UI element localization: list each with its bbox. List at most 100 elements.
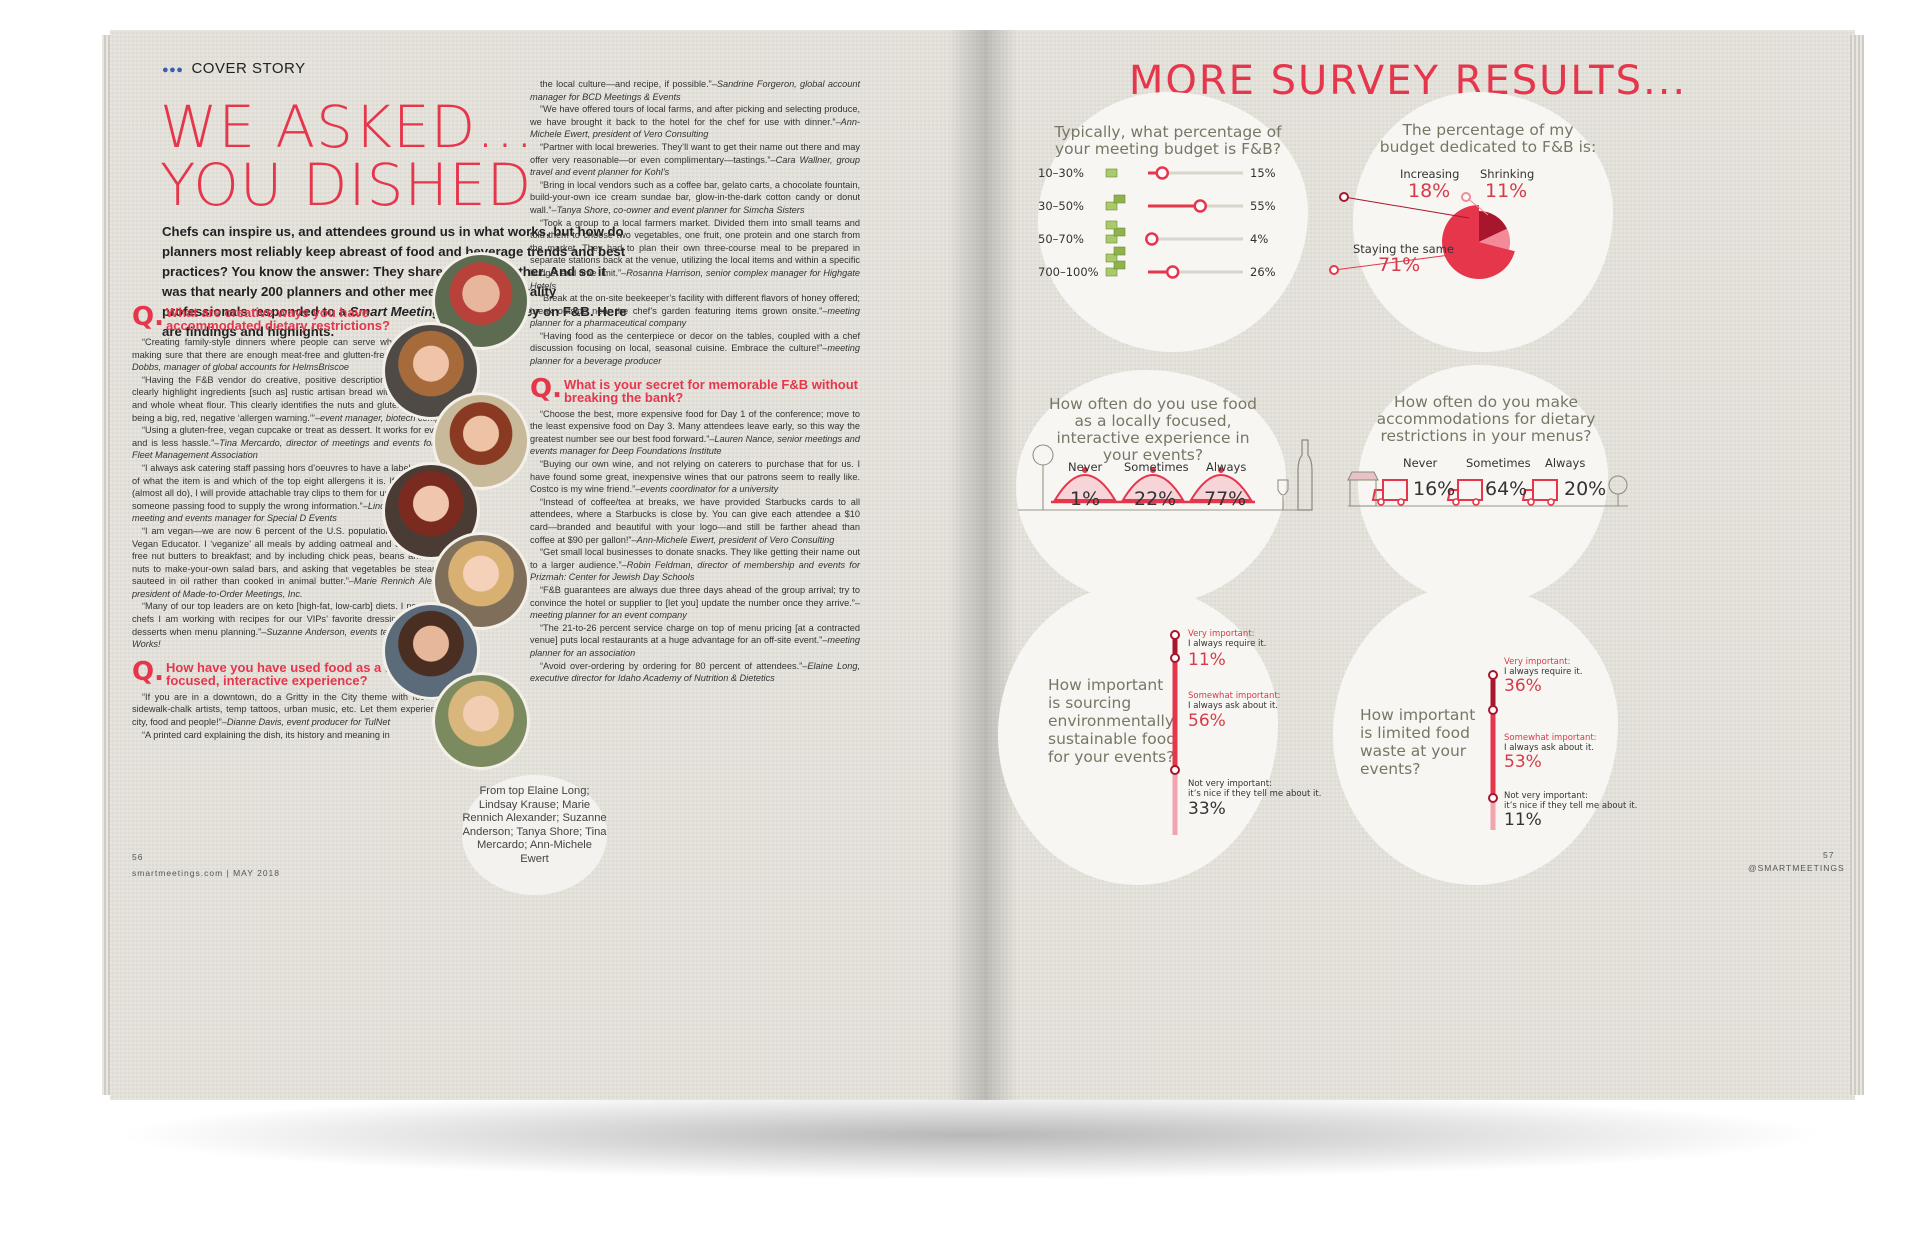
question-heading-1: Q. What are creative ways you have accomm… bbox=[132, 304, 462, 332]
sustainable-level-not: Not very important: it’s nice if they tel… bbox=[1188, 779, 1321, 799]
budget-row-value: 15% bbox=[1250, 166, 1276, 180]
dietary-value-always: 20% bbox=[1564, 478, 1607, 500]
quote-text: “Many of our top leaders are on keto [hi… bbox=[132, 601, 462, 637]
quote-paragraph: “Break at the on-site beekeeper’s facili… bbox=[530, 292, 860, 330]
question-text: How have you have used food as a locally… bbox=[165, 659, 426, 688]
quote-attribution: –Suzanne Anderson, events team manager f… bbox=[132, 626, 462, 650]
quote-attribution: –Lauren Nance, senior meetings and event… bbox=[530, 433, 860, 457]
local-food-question: How often do you use food as a locally f… bbox=[1048, 395, 1258, 464]
q-mark-icon: Q. bbox=[132, 656, 164, 687]
quote-paragraph: “Took a group to a local farmers market.… bbox=[530, 217, 860, 293]
quote-paragraph: “F&B guarantees are always due three day… bbox=[530, 584, 860, 622]
sustainable-thermometer-marker bbox=[1170, 653, 1180, 663]
money-stack-icon bbox=[1113, 246, 1126, 256]
kicker-text: COVER STORY bbox=[191, 60, 306, 77]
truck-wheel bbox=[1527, 498, 1535, 506]
waste-thermometer-marker bbox=[1488, 670, 1498, 680]
quote-attribution: –Robin Feldman, director of membership a… bbox=[530, 559, 861, 583]
quote-attribution: –Rosanna Harrison, senior complex manage… bbox=[530, 267, 861, 291]
gutter-shadow-right bbox=[988, 30, 1018, 1100]
waste-level-not: Not very important: it’s nice if they tel… bbox=[1504, 791, 1637, 811]
quote-attribution: –meeting planner for an association bbox=[530, 635, 860, 658]
quote-text: “Took a group to a local farmers market.… bbox=[530, 217, 860, 278]
money-stack-icon bbox=[1105, 234, 1118, 244]
quote-list-3: the local culture—and recipe, if possibl… bbox=[530, 78, 860, 368]
share-pie-chart bbox=[1329, 192, 1515, 279]
pie-value-increasing: 18% bbox=[1408, 180, 1451, 202]
q-mark-icon: Q. bbox=[530, 373, 562, 404]
quote-attribution: –Tanya Shore, co-owner and event planner… bbox=[551, 204, 805, 215]
quote-paragraph: “Bring in local vendors such as a coffee… bbox=[530, 179, 860, 217]
pie-label-shrinking: Shrinking bbox=[1480, 167, 1535, 181]
quote-text: “Having the F&B vendor do creative, posi… bbox=[132, 374, 462, 423]
level-desc: I always require it. bbox=[1188, 638, 1267, 649]
waste-value-not: 11% bbox=[1504, 810, 1542, 830]
quote-text: “Get small local businesses to donate sn… bbox=[530, 547, 860, 570]
truck-wheel bbox=[1452, 498, 1460, 506]
quote-paragraph: “I am vegan—we are now 6 percent of the … bbox=[132, 525, 462, 601]
portrait-photo bbox=[432, 672, 530, 770]
budget-knob bbox=[1193, 199, 1207, 213]
quote-attribution: –meeting planner for a pharmaceutical co… bbox=[530, 305, 860, 329]
quote-paragraph: “Buying our own wine, and not relying on… bbox=[530, 458, 860, 496]
quote-attribution: –Elaine Long, executive director for Ida… bbox=[530, 660, 860, 684]
budget-slider-chart: 10–30% 15% 30–50% 55% 50–70% 4% 700–100% 26% bbox=[1038, 166, 1276, 279]
quote-text: “Bring in local vendors such as a coffee… bbox=[530, 179, 860, 215]
cloche-icon bbox=[1121, 474, 1185, 501]
waste-level-very: Very important: I always require it. bbox=[1504, 657, 1583, 677]
budget-knob bbox=[1145, 232, 1159, 246]
quote-text: “Partner with local breweries. They’ll w… bbox=[530, 141, 860, 165]
quote-text: “The 21-to-26 percent service charge on … bbox=[530, 622, 860, 646]
cloche-icon bbox=[1189, 474, 1253, 501]
share-question: The percentage of my budget dedicated to… bbox=[1379, 121, 1597, 156]
right-page: MORE SURVEY RESULTS... Typically, what p… bbox=[988, 30, 1855, 1100]
pie-slice bbox=[1479, 228, 1510, 250]
local-food-value-sometimes: 22% bbox=[1134, 488, 1177, 510]
photo-caption: From top Elaine Long; Lindsay Krause; Ma… bbox=[462, 775, 607, 895]
level-desc: I always require it. bbox=[1504, 666, 1583, 677]
pie-dot bbox=[1339, 192, 1349, 202]
level-key: Somewhat important: bbox=[1504, 733, 1597, 743]
quote-text: “Having food as the centerpiece or decor… bbox=[530, 330, 860, 354]
quote-list-4: “Choose the best, more expensive food fo… bbox=[530, 408, 860, 685]
level-key: Very important: bbox=[1504, 657, 1571, 667]
quote-attribution: –Ann-Michele Ewert, president of Vero Co… bbox=[530, 116, 860, 140]
truck-wheel bbox=[1472, 498, 1480, 506]
money-stack-icon bbox=[1113, 227, 1126, 237]
quote-attribution: –Ann-Michele Ewert, president of Vero Co… bbox=[631, 534, 835, 545]
quote-paragraph: the local culture—and recipe, if possibl… bbox=[530, 78, 860, 103]
quote-paragraph: “If you are in a downtown, do a Gritty i… bbox=[132, 691, 462, 729]
kicker-dots-icon: ●●● bbox=[162, 64, 184, 76]
food-truck-cab bbox=[1521, 489, 1534, 501]
panel-background bbox=[998, 585, 1278, 885]
dietary-value-never: 16% bbox=[1413, 478, 1456, 500]
local-food-label-sometimes: Sometimes bbox=[1124, 460, 1189, 474]
quote-paragraph: “Choose the best, more expensive food fo… bbox=[530, 408, 860, 458]
panel-background bbox=[1038, 92, 1308, 352]
quote-text: “Choose the best, more expensive food fo… bbox=[530, 408, 860, 444]
dietary-value-sometimes: 64% bbox=[1485, 478, 1528, 500]
cloche-knob bbox=[1150, 467, 1156, 473]
title-line-1: WE ASKED... bbox=[160, 93, 535, 161]
truck-wheel bbox=[1547, 498, 1555, 506]
quote-paragraph: “Avoid over-ordering by ordering for 80 … bbox=[530, 660, 860, 685]
dietary-label-never: Never bbox=[1403, 456, 1438, 470]
budget-row-label: 700–100% bbox=[1038, 265, 1099, 279]
pie-value-same: 71% bbox=[1378, 254, 1421, 276]
question-heading-3: Q. What is your secret for memorable F&B … bbox=[530, 373, 860, 404]
sustainable-level-somewhat: Somewhat important: I always ask about it… bbox=[1188, 691, 1281, 711]
quote-attribution: –event manager, biotech company bbox=[314, 412, 456, 423]
level-desc: I always ask about it. bbox=[1504, 742, 1594, 753]
local-food-value-always: 77% bbox=[1204, 488, 1247, 510]
level-key: Very important: bbox=[1188, 629, 1255, 639]
sustainable-level-very: Very important: I always require it. bbox=[1188, 629, 1267, 649]
pie-connector bbox=[1333, 251, 1474, 271]
quote-list-2: “If you are in a downtown, do a Gritty i… bbox=[132, 691, 462, 741]
quote-paragraph: “Using a gluten-free, vegan cupcake or t… bbox=[132, 424, 462, 462]
quote-attribution: –meeting planner for a beverage producer bbox=[530, 343, 860, 367]
dietary-label-always: Always bbox=[1545, 456, 1586, 470]
sustainable-thermometer-marker bbox=[1170, 765, 1180, 775]
budget-row-value: 4% bbox=[1250, 232, 1268, 246]
quote-text: “Instead of coffee/tea at breaks, we hav… bbox=[530, 496, 860, 545]
budget-row-value: 55% bbox=[1250, 199, 1276, 213]
